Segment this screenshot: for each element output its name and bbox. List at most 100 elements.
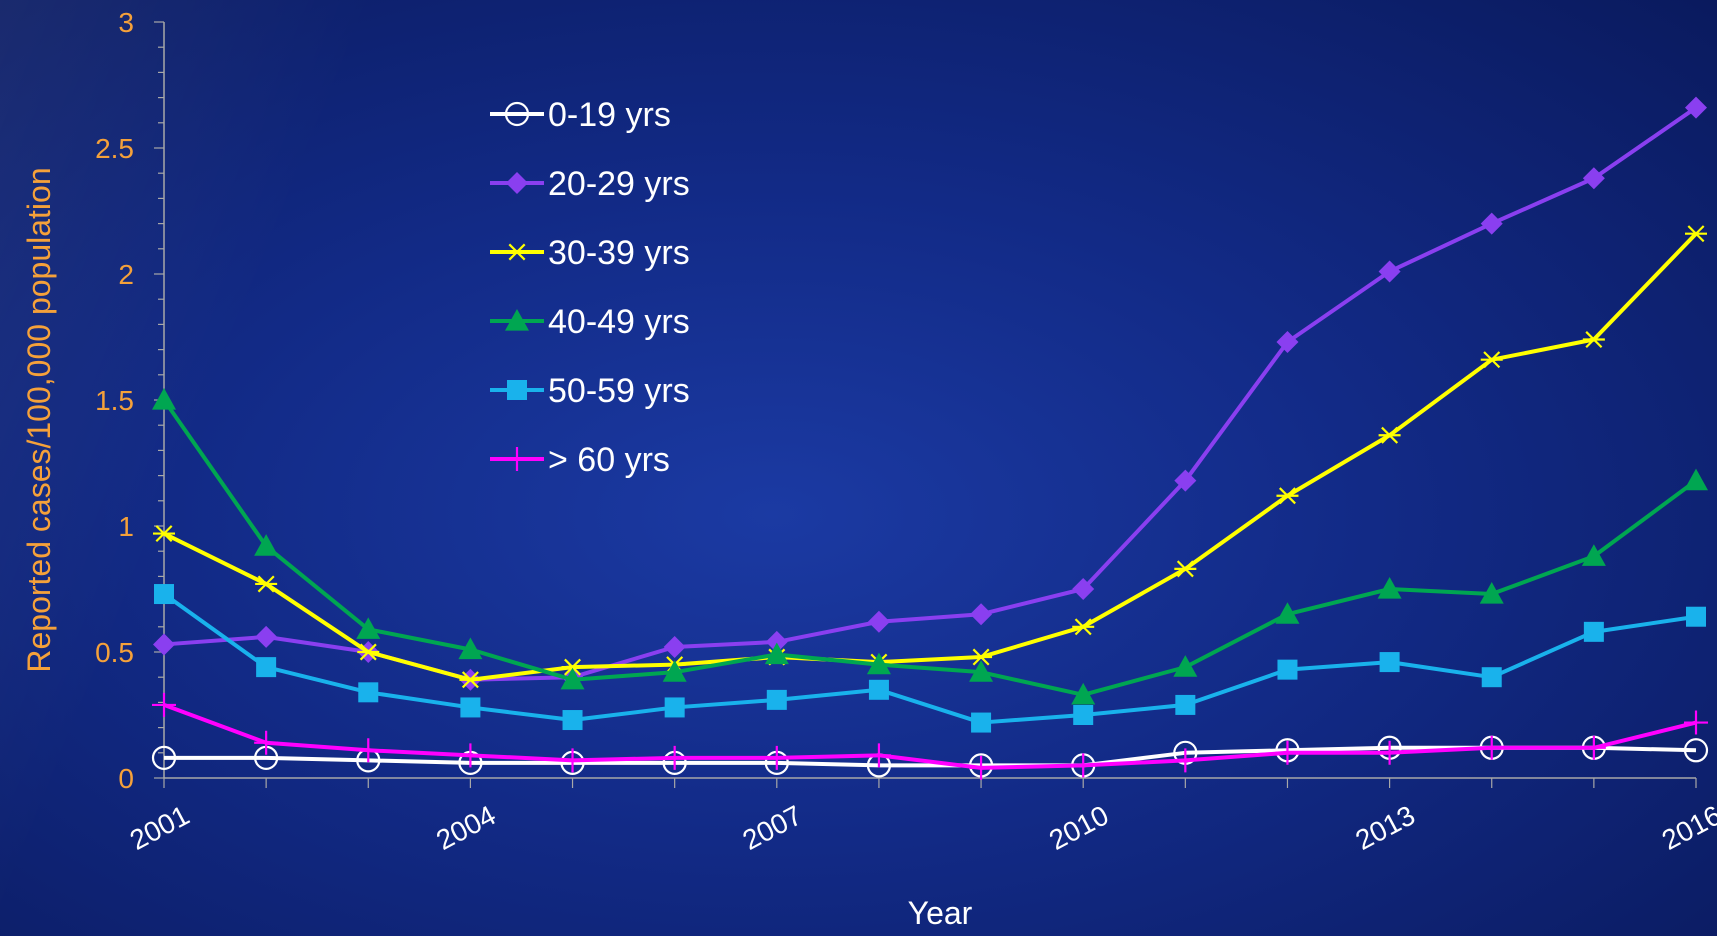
data-point — [1481, 667, 1502, 688]
data-point — [1480, 351, 1503, 369]
series-plus — [152, 692, 1708, 780]
data-point — [154, 584, 174, 605]
y-tick-label: 1 — [118, 511, 134, 542]
data-point — [969, 660, 994, 682]
data-point — [764, 642, 789, 665]
data-point — [764, 745, 789, 770]
data-point — [1378, 260, 1401, 283]
data-point — [1377, 577, 1402, 599]
series-triangle — [152, 388, 1708, 705]
data-point — [1685, 225, 1707, 243]
series-line — [163, 703, 1697, 770]
legend-item: 0-19 yrs — [490, 96, 671, 134]
data-point — [153, 525, 175, 543]
data-point — [255, 625, 278, 648]
series-line — [162, 592, 1697, 725]
series-square — [154, 584, 1706, 733]
data-point — [561, 658, 584, 676]
data-point — [971, 712, 992, 733]
data-point — [1277, 659, 1298, 680]
data-point — [1686, 606, 1706, 627]
data-point — [1174, 469, 1197, 492]
data-point — [1683, 738, 1709, 763]
data-point — [664, 697, 685, 718]
legend-label: > 60 yrs — [548, 441, 670, 479]
legend-label: 30-39 yrs — [548, 234, 690, 272]
x-axis-title: Year — [908, 895, 973, 931]
data-point — [152, 692, 176, 717]
data-point — [151, 745, 177, 770]
data-point — [152, 388, 176, 410]
data-point — [1582, 167, 1605, 190]
legend-marker — [504, 101, 530, 127]
data-point — [866, 743, 891, 768]
data-point — [1071, 753, 1096, 778]
data-point — [1072, 578, 1095, 600]
legend-item: 50-59 yrs — [490, 372, 690, 410]
data-point — [1379, 652, 1400, 673]
data-point — [1173, 748, 1198, 773]
x-tick-label: 2010 — [1044, 799, 1114, 856]
data-point — [1173, 655, 1198, 677]
data-point — [1685, 96, 1707, 119]
data-point — [458, 637, 483, 660]
series-circle — [151, 735, 1709, 778]
data-point — [1684, 468, 1708, 491]
data-point — [765, 630, 788, 653]
data-point — [356, 738, 381, 763]
y-axis-title: Reported cases/100,000 population — [21, 167, 57, 672]
data-point — [1480, 212, 1503, 235]
legend-marker — [506, 243, 528, 261]
data-point — [358, 682, 379, 703]
legend-marker — [505, 447, 529, 471]
legend-item: > 60 yrs — [490, 441, 670, 479]
y-tick-label: 3 — [118, 7, 134, 38]
data-point — [1581, 735, 1606, 760]
data-point — [562, 710, 583, 731]
data-point — [356, 617, 381, 639]
data-point — [766, 689, 787, 710]
data-point — [1377, 740, 1402, 765]
data-point — [663, 635, 686, 658]
y-tick-label: 1.5 — [95, 385, 134, 416]
data-point — [1378, 426, 1401, 444]
series-line — [164, 745, 1697, 768]
data-point — [1275, 602, 1300, 624]
data-point — [458, 743, 483, 768]
x-tick-label: 2013 — [1350, 799, 1420, 856]
data-point — [1583, 621, 1604, 642]
legend-label: 0-19 yrs — [548, 96, 671, 134]
legend-item: 20-29 yrs — [490, 165, 690, 203]
legend-marker — [507, 380, 527, 400]
legend-label: 40-49 yrs — [548, 303, 690, 341]
background-sheen — [0, 0, 380, 936]
legend-label: 20-29 yrs — [548, 165, 690, 203]
series-line — [162, 398, 1698, 697]
data-point — [1276, 331, 1299, 354]
data-point — [970, 603, 993, 626]
data-point — [1581, 544, 1606, 566]
data-point — [560, 667, 585, 690]
data-point — [1479, 582, 1504, 604]
data-point — [459, 671, 482, 689]
data-point — [357, 643, 380, 661]
data-point — [662, 660, 687, 682]
data-point — [1479, 735, 1504, 760]
y-tick-label: 2.5 — [95, 133, 134, 164]
y-tick-label: 0.5 — [95, 637, 134, 668]
data-point — [460, 697, 481, 718]
data-point — [662, 745, 687, 770]
data-point — [970, 648, 993, 666]
legend-item: 40-49 yrs — [490, 303, 690, 341]
legend: 0-19 yrs 20-29 yrs 30-39 yrs 40-49 yrs 50-59… — [490, 96, 690, 479]
y-tick-label: 2 — [118, 259, 134, 290]
series-diamond — [153, 96, 1707, 691]
data-point — [1684, 710, 1708, 735]
data-point — [256, 657, 277, 678]
y-tick-label: 0 — [118, 763, 134, 794]
data-point — [560, 748, 585, 773]
data-point — [867, 610, 890, 633]
data-point — [868, 679, 889, 700]
